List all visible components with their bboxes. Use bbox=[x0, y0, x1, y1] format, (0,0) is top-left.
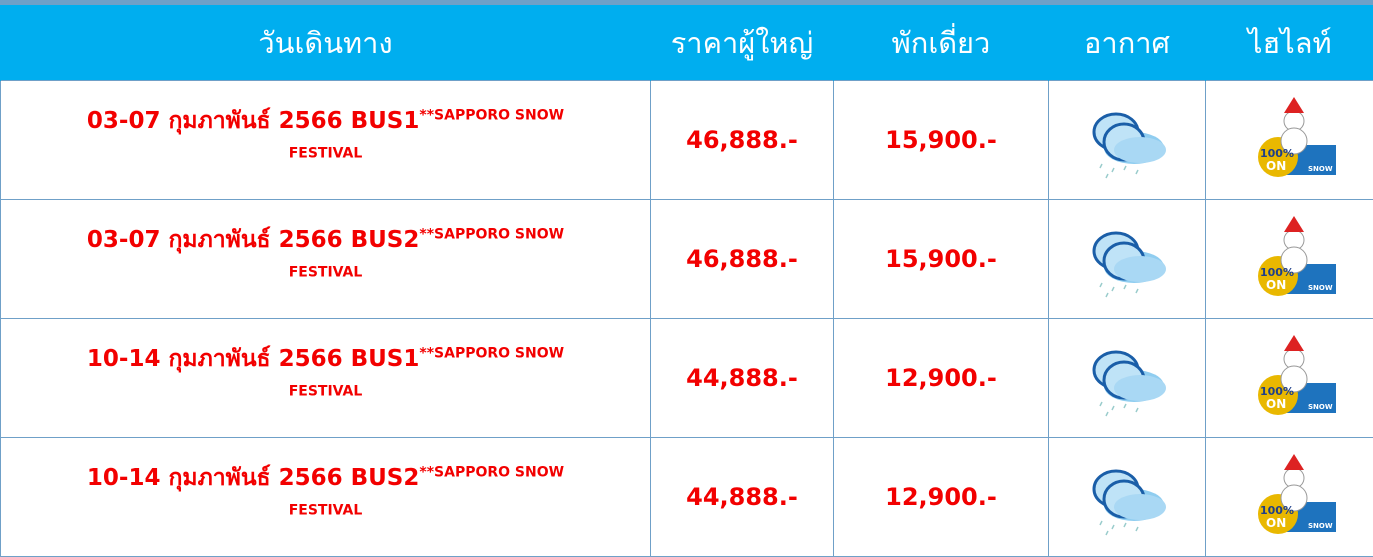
weather-icon bbox=[1082, 457, 1172, 537]
header-cell: พักเดี่ยว bbox=[834, 3, 1049, 81]
date-text: 03-07 กุมภาพันธ์ 2566 BUS2 bbox=[87, 227, 419, 253]
table-row: 03-07 กุมภาพันธ์ 2566 BUS1**SAPPORO SNOW… bbox=[1, 81, 1373, 200]
adult-price: 46,888.- bbox=[651, 200, 834, 319]
table-row: 10-14 กุมภาพันธ์ 2566 BUS2**SAPPORO SNOW… bbox=[1, 438, 1373, 557]
date-text: 03-07 กุมภาพันธ์ 2566 BUS1 bbox=[87, 108, 419, 134]
table-row: 10-14 กุมภาพันธ์ 2566 BUS1**SAPPORO SNOW… bbox=[1, 319, 1373, 438]
date-cell: 03-07 กุมภาพันธ์ 2566 BUS2**SAPPORO SNOW… bbox=[1, 200, 651, 319]
weather-icon bbox=[1082, 219, 1172, 299]
tour-table: วันเดินทางราคาผู้ใหญ่พักเดี่ยวอากาศไฮไลท… bbox=[0, 0, 1373, 557]
single-price: 15,900.- bbox=[834, 200, 1049, 319]
date-text: 10-14 กุมภาพันธ์ 2566 BUS2 bbox=[87, 465, 419, 491]
badge-text: ON bbox=[1266, 516, 1286, 530]
table-row: 03-07 กุมภาพันธ์ 2566 BUS2**SAPPORO SNOW… bbox=[1, 200, 1373, 319]
badge-text: SNOW bbox=[1308, 284, 1333, 292]
header-cell: ราคาผู้ใหญ่ bbox=[651, 3, 834, 81]
single-price: 15,900.- bbox=[834, 81, 1049, 200]
date-cell: 10-14 กุมภาพันธ์ 2566 BUS2**SAPPORO SNOW… bbox=[1, 438, 651, 557]
single-price: 12,900.- bbox=[834, 438, 1049, 557]
weather-cell bbox=[1049, 81, 1206, 200]
weather-icon bbox=[1082, 338, 1172, 418]
page: {"table": { "headers": ["วันเดินทาง", "ร… bbox=[0, 0, 1373, 547]
badge-text: SNOW bbox=[1308, 403, 1333, 411]
adult-price: 44,888.- bbox=[651, 319, 834, 438]
weather-cell bbox=[1049, 319, 1206, 438]
header-cell: วันเดินทาง bbox=[1, 3, 651, 81]
badge-text: ON bbox=[1266, 397, 1286, 411]
single-price: 12,900.- bbox=[834, 319, 1049, 438]
badge-text: ON bbox=[1266, 278, 1286, 292]
weather-cell bbox=[1049, 438, 1206, 557]
adult-price: 44,888.- bbox=[651, 438, 834, 557]
date-cell: 10-14 กุมภาพันธ์ 2566 BUS1**SAPPORO SNOW… bbox=[1, 319, 651, 438]
date-text: 10-14 กุมภาพันธ์ 2566 BUS1 bbox=[87, 346, 419, 372]
weather-icon bbox=[1082, 100, 1172, 180]
header-cell: อากาศ bbox=[1049, 3, 1206, 81]
weather-cell bbox=[1049, 200, 1206, 319]
table-body: 03-07 กุมภาพันธ์ 2566 BUS1**SAPPORO SNOW… bbox=[1, 81, 1373, 557]
header-row: วันเดินทางราคาผู้ใหญ่พักเดี่ยวอากาศไฮไลท… bbox=[1, 3, 1373, 81]
badge-text: SNOW bbox=[1308, 165, 1333, 173]
adult-price: 46,888.- bbox=[651, 81, 834, 200]
badge-text: ON bbox=[1266, 159, 1286, 173]
date-cell: 03-07 กุมภาพันธ์ 2566 BUS1**SAPPORO SNOW… bbox=[1, 81, 651, 200]
header-cell: ไฮไลท์ bbox=[1206, 3, 1373, 81]
badge-text: SNOW bbox=[1308, 522, 1333, 530]
